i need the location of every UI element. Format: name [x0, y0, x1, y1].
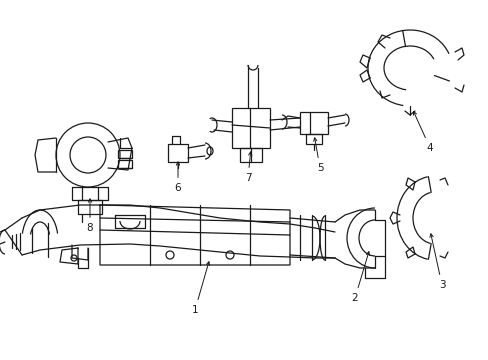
Text: 8: 8 — [86, 199, 93, 233]
Bar — [118, 160, 132, 168]
Text: 2: 2 — [351, 252, 369, 303]
Bar — [168, 144, 187, 162]
Text: 3: 3 — [429, 234, 445, 290]
Text: 4: 4 — [412, 112, 432, 153]
Bar — [78, 200, 102, 214]
Bar — [305, 134, 321, 144]
Bar — [240, 148, 262, 162]
Text: 5: 5 — [313, 138, 323, 173]
Bar — [299, 112, 327, 134]
Bar — [231, 108, 269, 148]
Bar — [118, 150, 132, 158]
Text: 1: 1 — [191, 262, 209, 315]
Text: 7: 7 — [244, 152, 251, 183]
Text: 6: 6 — [174, 162, 181, 193]
